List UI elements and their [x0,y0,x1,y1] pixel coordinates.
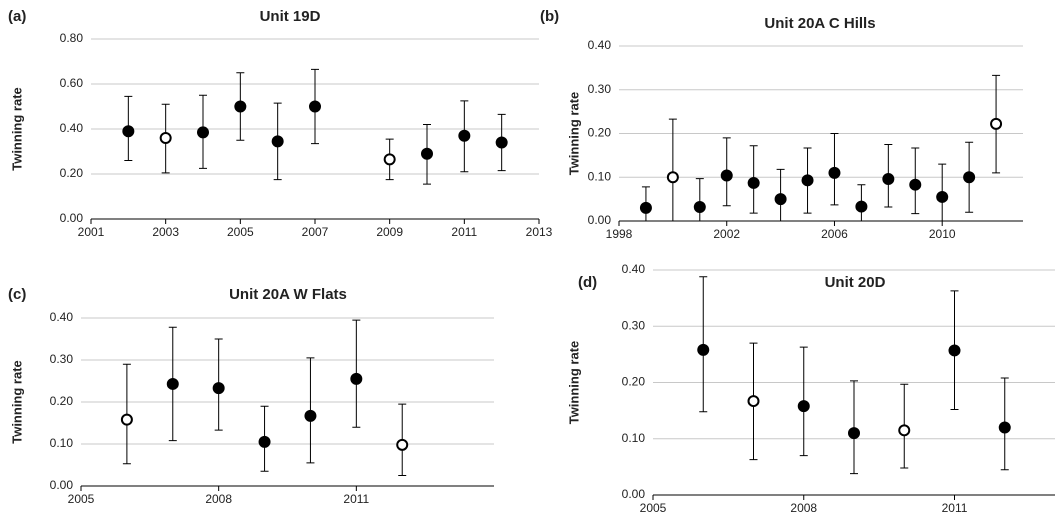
y-tick-label: 0.40 [50,310,74,324]
point [122,125,135,138]
point [990,117,1003,130]
point [458,129,471,142]
y-tick-label: 0.00 [60,211,84,225]
x-tick-label: 1998 [606,227,633,241]
x-tick-label: 2009 [376,225,403,239]
point [909,178,922,191]
x-tick-label: 2011 [942,501,968,515]
point [197,126,209,139]
y-tick-label: 0.10 [50,436,74,450]
point [383,153,396,166]
y-tick-label: 0.00 [588,213,612,227]
y-tick-label: 0.80 [60,31,84,45]
x-tick-label: 2005 [68,492,95,506]
x-tick-label: 2011 [343,492,369,506]
x-tick-label: 2010 [929,227,956,241]
point [495,136,508,149]
x-tick-label: 2006 [821,227,848,241]
y-tick-label: 0.00 [50,478,74,492]
x-tick-label: 2005 [640,501,667,515]
point [898,424,911,437]
x-tick-label: 2008 [205,492,232,506]
x-tick-label: 2001 [78,225,105,239]
point [774,193,787,206]
x-tick-label: 2007 [302,225,329,239]
point [848,427,860,440]
y-tick-label: 0.40 [60,121,84,135]
point [120,413,133,426]
point [666,171,679,184]
point [350,372,363,385]
point [801,174,814,187]
y-axis-label: Twinning rate [566,341,581,425]
point [998,421,1011,434]
panel-label: (b) [540,8,559,25]
point [747,395,760,408]
point [697,343,710,356]
chart-title: Unit 20A W Flats [229,286,347,303]
panel-label: (c) [8,286,26,303]
point [309,100,321,113]
y-tick-label: 0.40 [622,262,646,276]
y-tick-label: 0.20 [50,394,74,408]
point [271,135,284,148]
chart-title: Unit 20A C Hills [764,15,875,32]
y-tick-label: 0.30 [622,318,646,332]
x-tick-label: 2002 [713,227,740,241]
x-tick-label: 2008 [790,501,817,515]
point [828,166,841,179]
error-bar [668,118,677,222]
point [234,100,247,113]
y-axis-label: Twinning rate [9,87,24,171]
point [936,190,949,203]
point [693,201,706,213]
point [639,201,652,214]
y-tick-label: 0.30 [50,352,74,366]
point [166,377,179,390]
y-tick-label: 0.30 [588,82,612,96]
y-tick-label: 0.60 [60,76,84,90]
point [797,400,810,413]
y-tick-label: 0.40 [588,38,612,52]
point [747,176,760,189]
error-bar [695,178,704,222]
chart-title: Unit 19D [260,8,321,25]
x-tick-label: 2005 [227,225,254,239]
point [304,409,317,422]
panel-label: (a) [8,8,26,25]
chart-title: Unit 20D [825,274,886,291]
y-tick-label: 0.00 [622,487,646,501]
point [159,132,172,144]
point [421,147,433,160]
point [212,382,225,395]
point [720,169,733,182]
point [882,173,895,185]
y-tick-label: 0.20 [60,166,84,180]
y-tick-label: 0.10 [622,431,646,445]
point [855,200,868,213]
y-axis-label: Twinning rate [9,360,24,444]
point [963,171,976,184]
y-axis-label: Twinning rate [566,92,581,176]
x-tick-label: 2003 [152,225,179,239]
point [948,344,961,357]
x-tick-label: 2011 [451,225,477,239]
y-tick-label: 0.20 [622,375,646,389]
y-tick-label: 0.20 [588,126,612,140]
panel-label: (d) [578,274,597,291]
y-tick-label: 0.10 [588,169,612,183]
x-tick-label: 2013 [526,225,553,239]
point [396,438,409,451]
point [258,435,271,448]
